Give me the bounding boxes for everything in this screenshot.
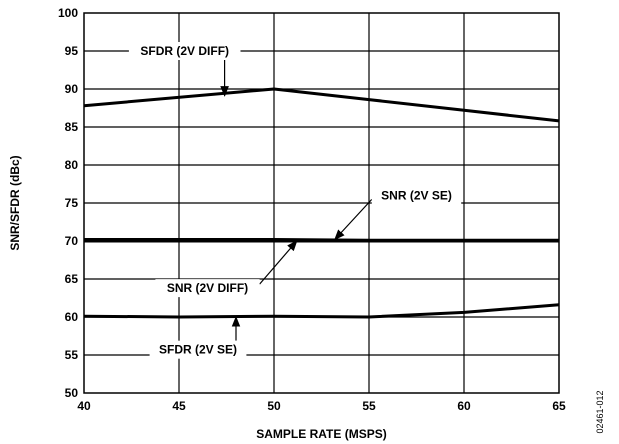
y-tick-label: 55 [65, 348, 79, 362]
y-tick-label: 80 [65, 158, 79, 172]
x-tick-label: 60 [457, 399, 471, 413]
annotation-label-bg [371, 186, 462, 205]
x-axis-label: SAMPLE RATE (MSPS) [256, 427, 386, 441]
y-tick-label: 95 [65, 44, 79, 58]
y-tick-label: 75 [65, 196, 79, 210]
y-tick-label: 85 [65, 120, 79, 134]
annotation-label: SFDR (2V DIFF) [140, 44, 229, 58]
annotation-label: SNR (2V DIFF) [167, 281, 248, 295]
series-line-sfdr-2v-diff [83, 87, 560, 123]
x-tick-label: 55 [362, 399, 376, 413]
series-line-sfdr-2v-se [83, 303, 560, 319]
annotation-arrow [259, 240, 298, 285]
y-tick-label: 50 [65, 386, 79, 400]
series-lines [83, 87, 560, 319]
y-tick-label: 90 [65, 82, 79, 96]
x-tick-label: 45 [172, 399, 186, 413]
x-tick-label: 65 [552, 399, 566, 413]
y-tick-labels: 50 55 60 65 70 75 80 85 90 95 100 [58, 6, 78, 400]
annotation-label: SFDR (2V SE) [159, 343, 237, 357]
y-tick-label: 60 [65, 310, 79, 324]
plot-frame [83, 12, 560, 394]
y-axis-label: SNR/SFDR (dBc) [8, 155, 22, 250]
y-tick-label: 65 [65, 272, 79, 286]
annotation-label-bg [128, 42, 241, 60]
x-tick-labels: 40 45 50 55 60 65 [77, 399, 566, 413]
annotation-arrow [334, 198, 373, 241]
x-tick-label: 50 [267, 399, 281, 413]
annotation-label: SNR (2V SE) [381, 188, 452, 202]
figure-id: 02461-012 [595, 390, 605, 433]
y-tick-label: 70 [65, 234, 79, 248]
x-tick-label: 40 [77, 399, 91, 413]
annotations: SFDR (2V DIFF) SNR (2V SE) SNR (2V DIFF) SF… [128, 42, 462, 359]
annotation-label-bg [155, 279, 260, 298]
annotation-label-bg [149, 340, 247, 359]
y-tick-label: 100 [58, 6, 78, 20]
